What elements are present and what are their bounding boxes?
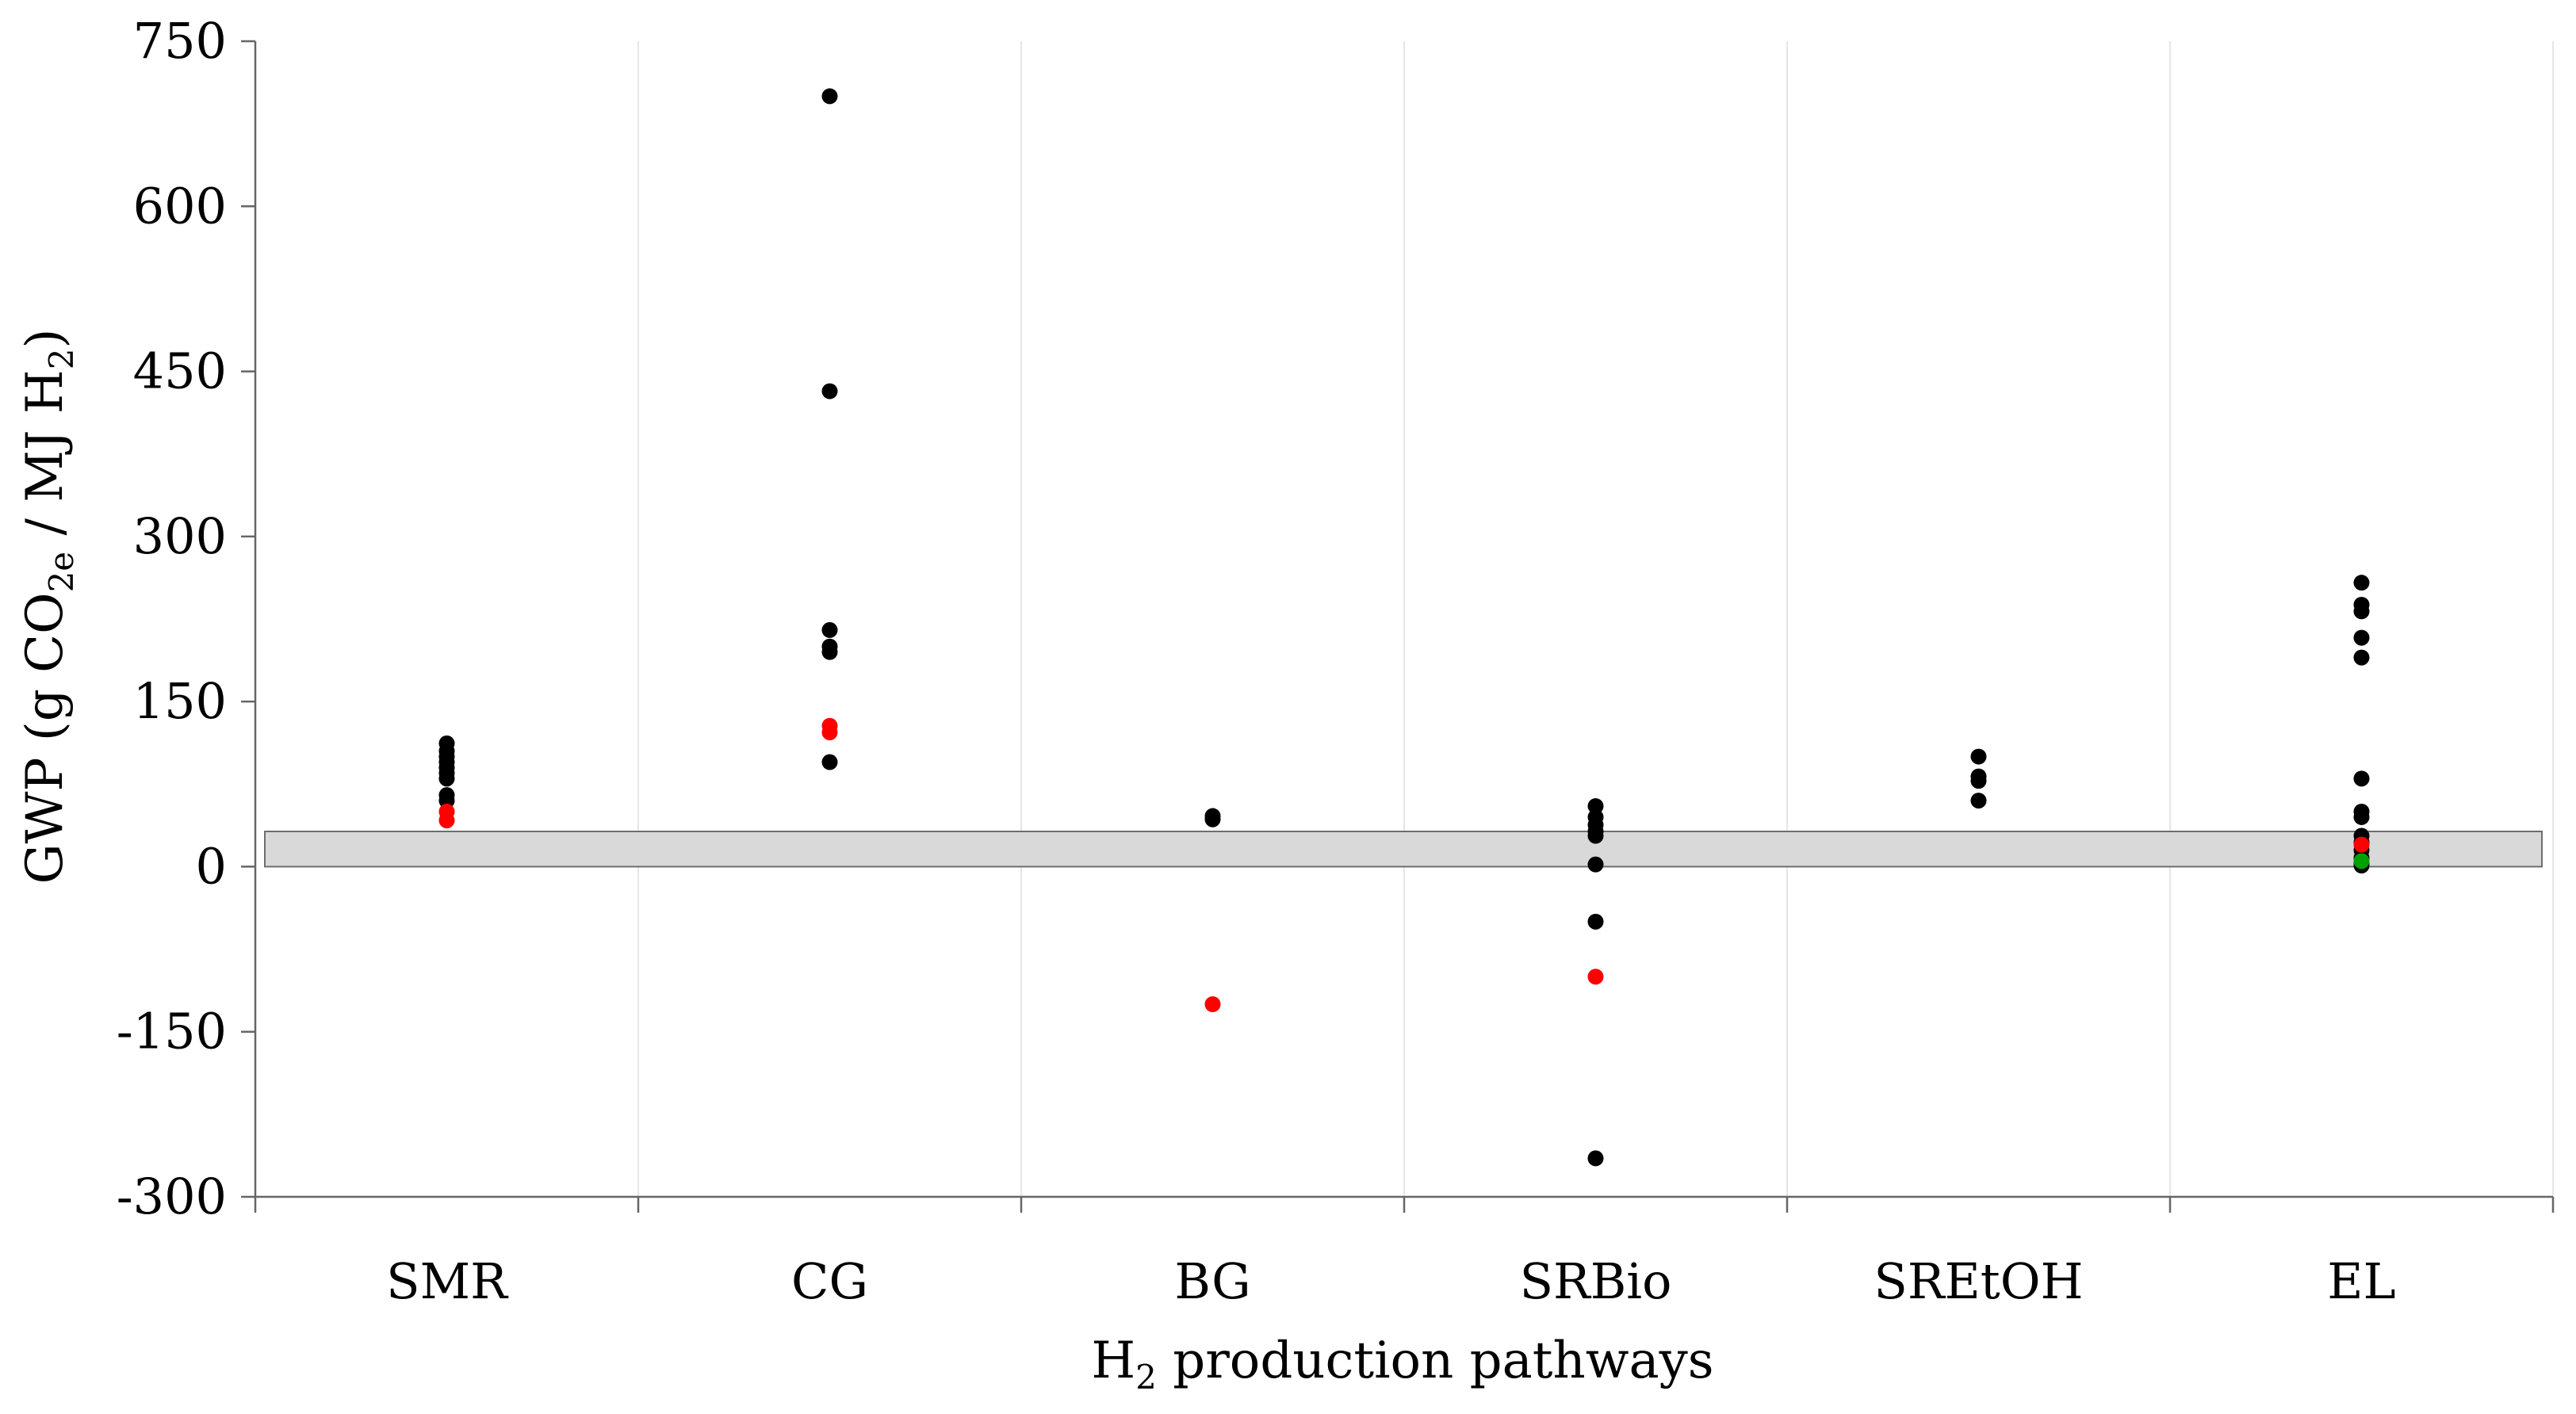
data-point <box>821 754 838 770</box>
x-tick-label: SRBio <box>1520 1252 1672 1310</box>
data-point <box>1587 856 1604 873</box>
y-tick-label: -150 <box>117 1003 227 1060</box>
data-point <box>821 644 838 660</box>
data-point <box>1204 996 1221 1012</box>
y-tick-label: -300 <box>117 1168 227 1225</box>
data-point <box>438 812 455 829</box>
x-tick-label: CG <box>791 1252 868 1310</box>
data-point <box>2353 603 2370 620</box>
data-point <box>821 621 838 638</box>
data-point <box>821 724 838 741</box>
x-tick-label: BG <box>1174 1252 1250 1310</box>
x-tick-label: SREtOH <box>1874 1252 2083 1310</box>
data-point <box>1204 811 1221 827</box>
x-tick-label: EL <box>2327 1252 2395 1310</box>
x-axis-title: H2 production pathways <box>1091 1332 1713 1397</box>
data-point <box>1587 1150 1604 1167</box>
data-point <box>1587 827 1604 844</box>
data-point <box>1587 969 1604 985</box>
y-tick-label: 0 <box>196 837 227 895</box>
y-tick-label: 300 <box>133 507 227 565</box>
data-point <box>2353 853 2370 869</box>
reference-band <box>264 830 2543 868</box>
data-point <box>1587 798 1604 815</box>
data-point <box>2353 836 2370 853</box>
data-point <box>438 793 455 809</box>
y-tick-label: 150 <box>133 672 227 730</box>
y-tick-labels: 750 600 450 300 150 0 -150 -300 <box>117 12 227 1225</box>
x-tick-label: SMR <box>386 1252 509 1310</box>
data-point <box>821 383 838 399</box>
y-tick-label: 450 <box>133 342 227 400</box>
data-point <box>2353 808 2370 825</box>
data-point <box>2353 649 2370 666</box>
y-tick-label: 600 <box>133 177 227 235</box>
data-point <box>2353 575 2370 591</box>
data-point <box>1970 793 1987 809</box>
data-point <box>438 770 455 787</box>
data-point <box>2353 629 2370 646</box>
data-point <box>1587 913 1604 930</box>
y-tick-label: 750 <box>133 12 227 70</box>
x-tick-labels: SMR CG BG SRBio SREtOH EL <box>386 1252 2396 1310</box>
data-points <box>438 88 2370 1167</box>
axes <box>241 40 2555 1213</box>
gridlines <box>637 41 2554 1197</box>
data-point <box>1970 748 1987 765</box>
data-point <box>2353 770 2370 787</box>
data-point <box>821 88 838 105</box>
data-point <box>1970 773 1987 789</box>
y-axis-title: GWP (g CO2e / MJ H2) <box>16 329 81 885</box>
